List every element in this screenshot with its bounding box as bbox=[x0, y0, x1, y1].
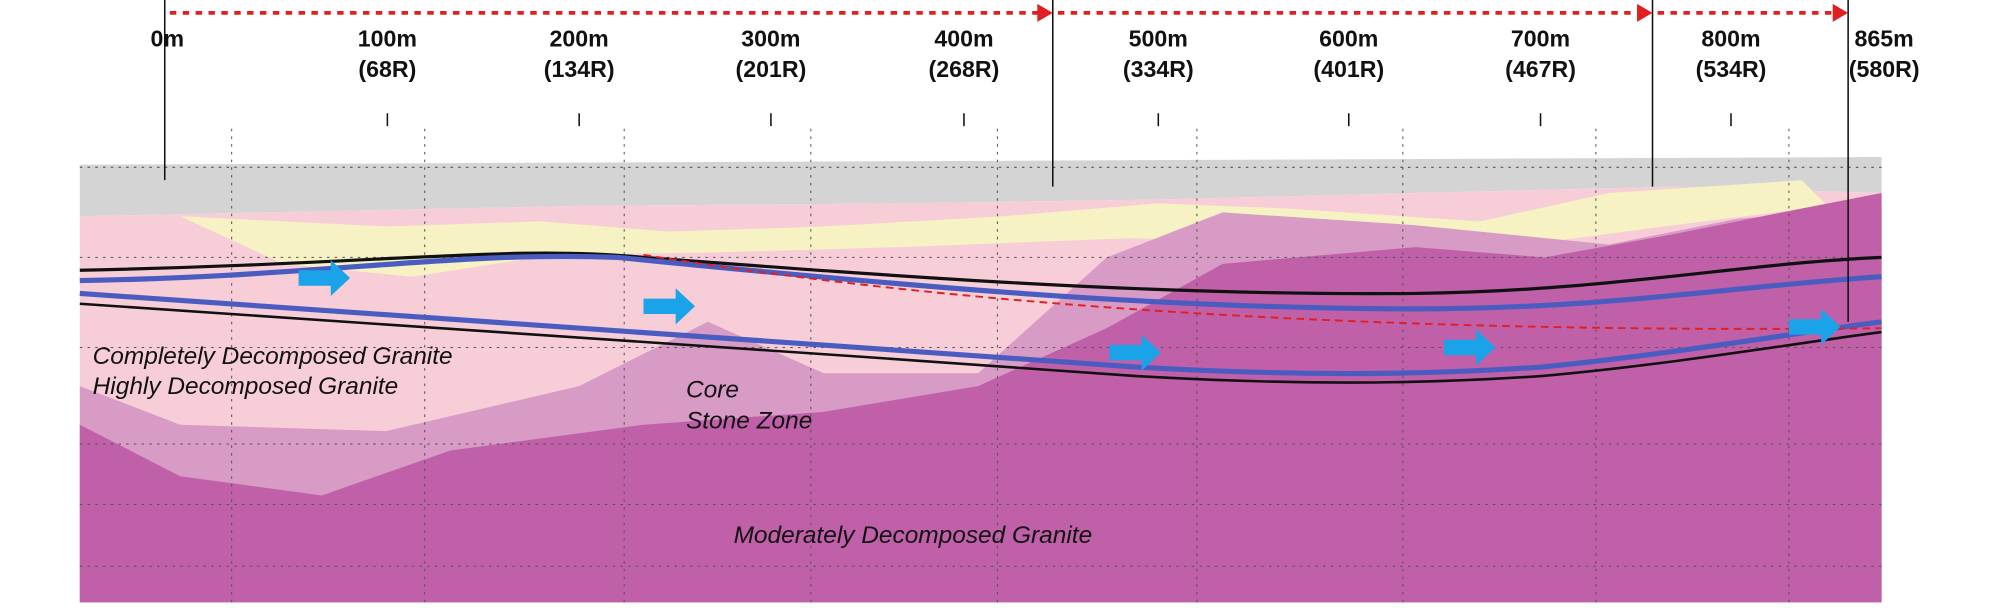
zone-label: Highly Decomposed Granite bbox=[93, 373, 399, 400]
arrows bbox=[298, 259, 1841, 371]
chainage-label: 0m bbox=[151, 25, 184, 51]
ring-label: (68R) bbox=[358, 56, 416, 82]
arrowheads bbox=[1037, 3, 1849, 22]
ring-label: (268R) bbox=[929, 56, 1000, 82]
ring-label: (134R) bbox=[544, 56, 615, 82]
zone-label: Completely Decomposed Granite bbox=[93, 343, 453, 370]
chainage-label: 200m bbox=[550, 25, 609, 51]
ring-label: (201R) bbox=[736, 56, 807, 82]
chainage-label: 400m bbox=[934, 25, 993, 51]
chainage-label: 600m bbox=[1319, 25, 1378, 51]
tunnel-lower bbox=[79, 290, 1882, 377]
chainage-label: 800m bbox=[1701, 25, 1760, 51]
chainage-label: 100m bbox=[358, 25, 417, 51]
chainage-label: 500m bbox=[1129, 25, 1188, 51]
ring-label: (534R) bbox=[1696, 56, 1767, 82]
ring-label: (401R) bbox=[1313, 56, 1384, 82]
ring-label: (334R) bbox=[1123, 56, 1194, 82]
tunnel-upper bbox=[79, 253, 1882, 312]
section-lines bbox=[163, 0, 1849, 322]
ring-label: (467R) bbox=[1505, 56, 1576, 82]
alignment-line bbox=[79, 302, 1882, 384]
chainage-label: 300m bbox=[741, 25, 800, 51]
chainage-label: 865m bbox=[1855, 25, 1914, 51]
drawing: Completely Decomposed Granite Highly Dec… bbox=[79, 0, 1920, 603]
fill-layer bbox=[79, 157, 1882, 217]
revised-alignment bbox=[643, 253, 1882, 330]
zone-label: Stone Zone bbox=[686, 408, 812, 435]
chainage-label: 700m bbox=[1511, 25, 1570, 51]
zone-label: Moderately Decomposed Granite bbox=[734, 522, 1093, 549]
zone-label: Core bbox=[686, 377, 739, 404]
ring-label: (580R) bbox=[1849, 56, 1920, 82]
moderately-decomposed-layer bbox=[79, 193, 1882, 603]
alignment-line bbox=[79, 251, 1882, 296]
